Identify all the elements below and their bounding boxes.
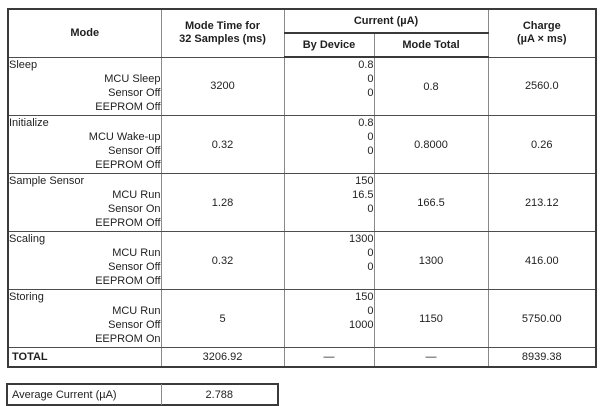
by-device-value: 0	[367, 131, 374, 143]
by-device-value: 0	[367, 145, 374, 157]
header-mode-time: Mode Time for 32 Samples (ms)	[160, 8, 285, 58]
power-budget-table: Mode Mode Time for 32 Samples (ms) Curre…	[7, 8, 598, 368]
mode-group-label: Sleep	[9, 58, 38, 71]
total-charge: 8939.38	[487, 347, 597, 368]
device-label: EEPROM Off	[95, 217, 161, 229]
by-device-value: 16.5	[352, 189, 374, 201]
cell-by-device: 0.8 0 0	[283, 56, 375, 116]
table-row-storing: Storing MCU Run Sensor Off EEPROM On 5 1…	[7, 289, 597, 348]
header-row-top: Mode Mode Time for 32 Samples (ms) Curre…	[7, 8, 597, 58]
table-header: Mode Mode Time for 32 Samples (ms) Curre…	[7, 8, 597, 58]
cell-charge: 416.00	[487, 231, 597, 290]
device-label: MCU Wake-up	[88, 131, 161, 143]
cell-charge: 2560.0	[487, 56, 597, 116]
cell-mode: Sample Sensor MCU Run Sensor On EEPROM O…	[7, 173, 162, 232]
header-mode-total: Mode Total	[373, 32, 489, 58]
device-label: Sensor Off	[108, 145, 161, 157]
average-current-value: 2.788	[160, 384, 278, 405]
device-label: EEPROM On	[95, 333, 161, 345]
by-device-value: 0.8	[358, 117, 374, 129]
total-by-device: —	[283, 347, 375, 368]
header-mode: Mode	[7, 8, 162, 58]
cell-mode-time: 1.28	[160, 173, 285, 232]
cell-mode: Storing MCU Run Sensor Off EEPROM On	[7, 289, 162, 348]
device-label: MCU Run	[112, 305, 161, 317]
total-label: TOTAL	[7, 347, 162, 368]
by-device-value: 0	[367, 73, 374, 85]
table-row-initialize: Initialize MCU Wake-up Sensor Off EEPROM…	[7, 115, 597, 174]
header-row-sub: By Device Mode Total	[8, 32, 596, 58]
total-mode-total: —	[373, 347, 489, 368]
cell-mode-total: 1150	[373, 289, 489, 348]
device-label: Sensor Off	[108, 86, 161, 99]
cell-by-device: 150 0 1000	[283, 289, 375, 348]
by-device-value: 0	[367, 247, 374, 259]
device-label: EEPROM Off	[95, 100, 161, 113]
header-by-device: By Device	[283, 32, 375, 58]
cell-charge: 213.12	[487, 173, 597, 232]
by-device-value: 0	[367, 305, 374, 317]
device-label: Sensor On	[107, 203, 161, 215]
table-row-scaling: Scaling MCU Run Sensor Off EEPROM Off 0.…	[7, 231, 597, 290]
device-label: MCU Run	[112, 189, 161, 201]
cell-charge: 0.26	[487, 115, 597, 174]
device-label: Sensor Off	[108, 319, 161, 331]
mode-group-label: Initialize	[9, 117, 49, 129]
by-device-value: 0	[367, 87, 374, 99]
cell-by-device: 150 16.5 0	[283, 173, 375, 232]
average-current-table: Average Current (µA) 2.788	[6, 383, 279, 406]
mode-group-label: Storing	[9, 291, 44, 303]
header-charge: Charge (µA × ms)	[487, 8, 597, 58]
cell-mode-time: 5	[160, 289, 285, 348]
device-label: Sensor Off	[108, 261, 161, 273]
cell-mode-time: 0.32	[160, 115, 285, 174]
mode-group-label: Scaling	[9, 233, 46, 245]
cell-mode-total: 166.5	[373, 173, 489, 232]
device-label: MCU Sleep	[104, 72, 161, 85]
cell-mode-time: 0.32	[160, 231, 285, 290]
table-row-total: TOTAL 3206.92 — — 8939.38	[7, 347, 597, 368]
cell-mode: Scaling MCU Run Sensor Off EEPROM Off	[7, 231, 162, 290]
cell-mode-total: 0.8	[373, 56, 489, 116]
table-row-sleep: Sleep MCU Sleep Sensor Off EEPROM Off 32…	[7, 56, 597, 116]
by-device-value: 150	[355, 291, 374, 303]
cell-by-device: 1300 0 0	[283, 231, 375, 290]
cell-by-device: 0.8 0 0	[283, 115, 375, 174]
table-body: Sleep MCU Sleep Sensor Off EEPROM Off 32…	[7, 56, 597, 368]
table-row-sample-sensor: Sample Sensor MCU Run Sensor On EEPROM O…	[7, 173, 597, 232]
by-device-value: 0	[367, 203, 374, 215]
cell-mode: Sleep MCU Sleep Sensor Off EEPROM Off	[7, 56, 162, 116]
by-device-value: 1300	[349, 233, 374, 245]
header-current-group: Current (µA)	[283, 8, 489, 34]
cell-mode: Initialize MCU Wake-up Sensor Off EEPROM…	[7, 115, 162, 174]
device-label: EEPROM Off	[95, 275, 161, 287]
by-device-value: 0.8	[358, 59, 374, 71]
by-device-value: 1000	[349, 319, 374, 331]
device-label: MCU Run	[112, 247, 161, 259]
by-device-value: 0	[367, 261, 374, 273]
total-mode-time: 3206.92	[160, 347, 285, 368]
average-current-label: Average Current (µA)	[12, 388, 117, 401]
mode-group-label: Sample Sensor	[9, 175, 85, 187]
average-current-row: Average Current (µA) 2.788	[8, 384, 278, 405]
cell-mode-total: 1300	[373, 231, 489, 290]
by-device-value: 150	[355, 175, 374, 187]
cell-charge: 5750.00	[487, 289, 597, 348]
device-label: EEPROM Off	[95, 159, 161, 171]
cell-mode-time: 3200	[160, 56, 285, 116]
cell-mode-total: 0.8000	[373, 115, 489, 174]
